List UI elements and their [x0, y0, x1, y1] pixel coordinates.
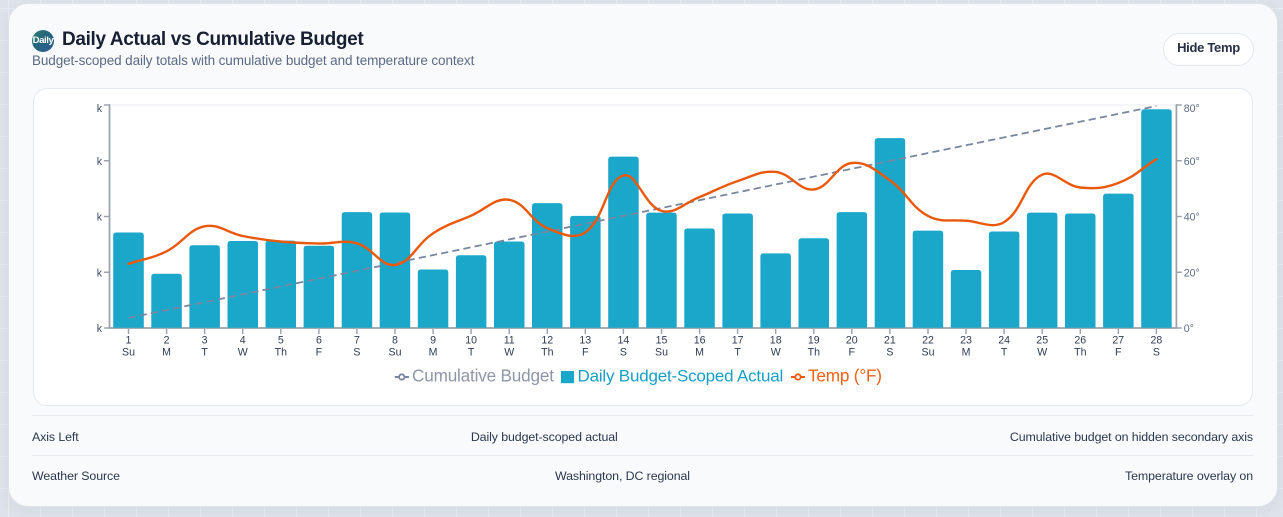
svg-text:20F: 20 F: [846, 335, 858, 359]
svg-text:k: k: [97, 156, 103, 168]
svg-text:k: k: [97, 103, 103, 115]
svg-text:27F: 27 F: [1112, 335, 1124, 359]
svg-text:21S: 21 S: [884, 335, 896, 359]
svg-text:13F: 13 F: [579, 335, 591, 359]
svg-text:Daily Budget-Scoped Actual: Daily Budget-Scoped Actual: [578, 367, 784, 386]
svg-text:7S: 7S: [353, 335, 360, 359]
svg-text:4W: 4W: [238, 335, 248, 359]
svg-text:3T: 3T: [201, 335, 208, 359]
svg-text:23M: 23 M: [960, 335, 972, 359]
svg-text:20°: 20°: [1184, 267, 1200, 279]
svg-text:24T: 24 T: [998, 335, 1010, 359]
svg-text:1Su: 1 Su: [122, 335, 135, 359]
svg-text:60°: 60°: [1184, 156, 1200, 168]
svg-text:Cumulative Budget: Cumulative Budget: [412, 366, 554, 386]
svg-text:6F: 6F: [316, 335, 323, 359]
svg-text:8Su: 8 Su: [389, 335, 402, 359]
svg-text:17T: 17 T: [732, 335, 744, 359]
svg-text:9M: 9M: [429, 335, 438, 359]
svg-text:0°: 0°: [1184, 323, 1194, 335]
svg-text:Temp (°F): Temp (°F): [808, 366, 882, 386]
svg-text:18W: 18 W: [770, 335, 782, 359]
svg-text:14S: 14 S: [618, 335, 630, 359]
svg-text:28S: 28 S: [1151, 335, 1163, 359]
svg-text:11W: 11 W: [504, 335, 515, 359]
svg-text:k: k: [97, 267, 103, 279]
svg-text:2M: 2M: [162, 335, 171, 359]
svg-text:k: k: [97, 323, 103, 335]
svg-text:16M: 16 M: [694, 335, 706, 359]
svg-text:25W: 25 W: [1036, 335, 1048, 359]
svg-text:40°: 40°: [1184, 212, 1200, 224]
svg-text:80°: 80°: [1184, 103, 1200, 115]
svg-text:5Th: 5 Th: [275, 335, 287, 359]
svg-text:10T: 10 T: [465, 335, 477, 359]
svg-text:k: k: [97, 212, 103, 224]
